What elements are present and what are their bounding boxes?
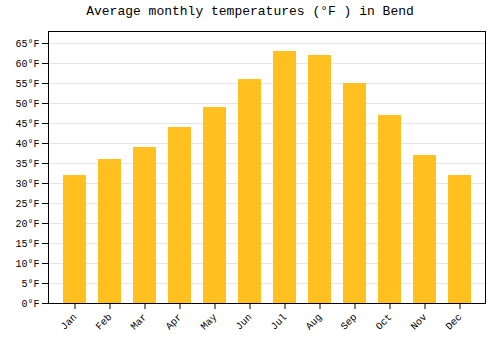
svg-text:Jan: Jan — [59, 312, 80, 333]
svg-text:Oct: Oct — [374, 312, 395, 333]
svg-text:Apr: Apr — [164, 312, 185, 333]
svg-text:50°F: 50°F — [15, 99, 39, 110]
svg-text:10°F: 10°F — [15, 259, 39, 270]
svg-text:Mar: Mar — [129, 312, 150, 333]
svg-text:65°F: 65°F — [15, 39, 39, 50]
svg-text:20°F: 20°F — [15, 219, 39, 230]
svg-text:Aug: Aug — [304, 312, 325, 333]
svg-text:Nov: Nov — [409, 312, 430, 333]
svg-text:45°F: 45°F — [15, 119, 39, 130]
svg-text:30°F: 30°F — [15, 179, 39, 190]
svg-text:5°F: 5°F — [21, 279, 39, 290]
svg-text:25°F: 25°F — [15, 199, 39, 210]
svg-text:Feb: Feb — [94, 312, 115, 333]
svg-text:40°F: 40°F — [15, 139, 39, 150]
svg-text:Jun: Jun — [234, 312, 255, 333]
svg-text:0°F: 0°F — [21, 299, 39, 310]
svg-text:Dec: Dec — [444, 312, 465, 333]
svg-text:Jul: Jul — [269, 312, 290, 333]
html-text:Average monthly temperatures (: Average monthly temperatures (°F ) in Be… — [86, 4, 414, 19]
svg-text:15°F: 15°F — [15, 239, 39, 250]
svg-text:May: May — [199, 312, 220, 333]
svg-text:35°F: 35°F — [15, 159, 39, 170]
svg-text:55°F: 55°F — [15, 79, 39, 90]
svg-text:Sep: Sep — [339, 312, 360, 333]
svg-text:60°F: 60°F — [15, 59, 39, 70]
